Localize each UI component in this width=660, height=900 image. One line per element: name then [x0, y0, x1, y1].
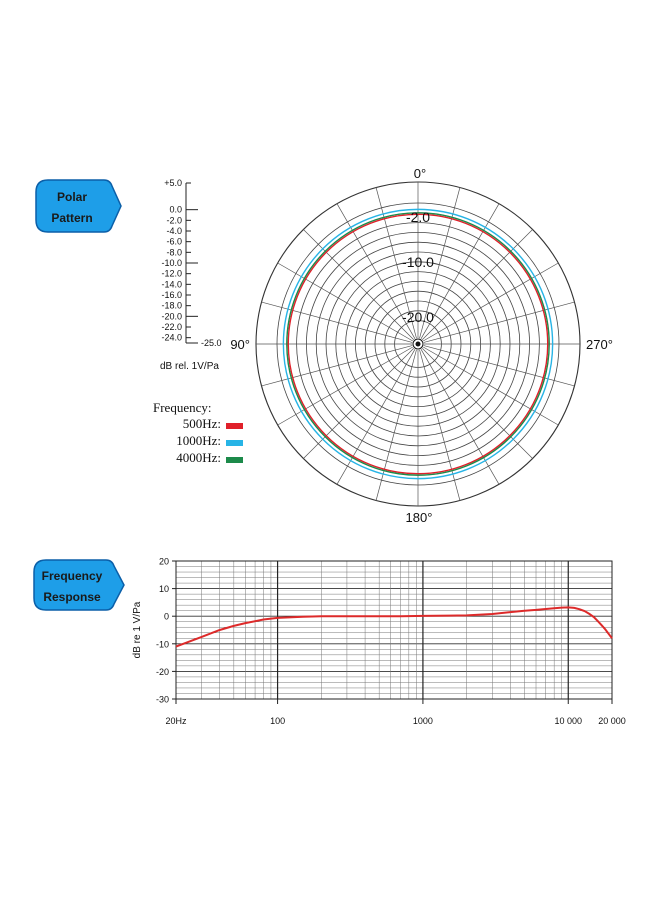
- db-scale-tick-label: -12.0: [161, 269, 182, 279]
- db-scale-tick-label: -24.0: [161, 333, 182, 343]
- polar-center-ring: [412, 338, 424, 350]
- frequency-response-badge-line-2: Response: [43, 590, 101, 604]
- db-scale-tick-label: -18.0: [161, 301, 182, 311]
- polar-spoke: [423, 345, 575, 387]
- db-scale-tick-label: -22.0: [161, 322, 182, 332]
- db-scale-unit-label: dB rel. 1V/Pa: [160, 361, 219, 372]
- ring-label-minus-10: -10.0: [402, 254, 434, 270]
- frequency-response-frame: [175, 560, 613, 700]
- db-scale-tick-label: -20.0: [161, 311, 182, 321]
- polar-series: [282, 208, 554, 480]
- frequency-response-badge: Frequency Response: [33, 559, 125, 611]
- polar-spoke: [277, 262, 413, 342]
- polar-center-dot: [415, 341, 421, 347]
- frequency-response-x-ticks: 20Hz 100 1000 10 000 20 000: [165, 699, 626, 726]
- frequency-response-y-tick-label: 20: [159, 557, 169, 567]
- db-scale-tick-label: -25.0: [201, 338, 222, 348]
- db-scale-tick-label: -14.0: [161, 279, 182, 289]
- polar-spoke: [419, 187, 461, 339]
- frequency-response-x-tick-label: 20Hz: [165, 716, 187, 726]
- polar-spoke: [423, 301, 575, 343]
- legend-item-4000: 4000Hz:: [176, 450, 243, 465]
- legend-label-1000: 1000Hz:: [176, 433, 221, 448]
- polar-pattern-badge-line-2: Pattern: [51, 211, 92, 225]
- legend-label-4000: 4000Hz:: [176, 450, 221, 465]
- frequency-response-y-tick-label: -10: [156, 639, 169, 649]
- polar-pattern-badge-shape: [35, 179, 122, 233]
- frequency-response-badge-shape: [33, 559, 125, 611]
- frequency-response-badge-line-1: Frequency: [42, 569, 103, 583]
- angle-label-270: 270°: [586, 337, 613, 352]
- legend-item-500: 500Hz:: [183, 416, 243, 431]
- polar-legend: Frequency: 500Hz: 1000Hz: 4000Hz:: [153, 400, 243, 465]
- polar-spoke: [375, 349, 417, 501]
- polar-spoke: [420, 203, 500, 339]
- legend-title: Frequency:: [153, 400, 211, 415]
- ring-label-minus-20: -20.0: [402, 309, 434, 325]
- legend-swatch-1000: [226, 440, 243, 446]
- angle-label-90: 90°: [230, 337, 250, 352]
- polar-series-1000hz: [282, 208, 554, 480]
- polar-spoke: [336, 203, 416, 339]
- frequency-response-x-tick-label: 10 000: [554, 716, 582, 726]
- frequency-response-x-tick-label: 1000: [413, 716, 433, 726]
- polar-spoke: [421, 229, 533, 341]
- polar-spoke: [423, 346, 559, 426]
- polar-series-4000hz: [286, 212, 550, 476]
- db-scale-tick-label: -8.0: [166, 247, 182, 257]
- polar-spoke: [419, 349, 461, 501]
- db-scale-ticks: +5.00.0-2.0-4.0-6.0-8.0-10.0-12.0-14.0-1…: [161, 178, 221, 348]
- db-scale: +5.00.0-2.0-4.0-6.0-8.0-10.0-12.0-14.0-1…: [160, 178, 222, 372]
- legend-item-1000: 1000Hz:: [176, 433, 243, 448]
- polar-pattern-badge: Polar Pattern: [35, 179, 122, 233]
- frequency-response-line: [175, 606, 613, 648]
- legend-swatch-500: [226, 423, 243, 429]
- frequency-response-y-axis-label: dB re 1 V/Pa: [132, 601, 143, 658]
- frequency-response-x-tick-label: 20 000: [598, 716, 626, 726]
- frequency-response-y-tick-label: 0: [164, 612, 169, 622]
- db-scale-tick-label: -10.0: [161, 258, 182, 268]
- frequency-response-y-tick-label: -30: [156, 695, 169, 705]
- db-scale-tick-label: 0.0: [169, 205, 182, 215]
- polar-pattern-badge-line-1: Polar: [57, 190, 87, 204]
- db-scale-tick-label: -16.0: [161, 290, 182, 300]
- polar-chart: 0° 90° 180° 270° -2.0 -10.0 -20.0: [230, 166, 613, 525]
- frequency-response-y-tick-label: -20: [156, 667, 169, 677]
- polar-spoke: [421, 347, 533, 459]
- frequency-response-y-ticks: 20 10 0 -10 -20 -30: [156, 557, 176, 705]
- angle-label-180: 180°: [406, 510, 433, 525]
- polar-spoke: [303, 229, 415, 341]
- frequency-response-grid: [175, 560, 613, 700]
- angle-label-0: 0°: [414, 166, 426, 181]
- frequency-response-y-tick-label: 10: [159, 584, 169, 594]
- polar-spoke: [303, 347, 415, 459]
- polar-spoke: [336, 349, 416, 485]
- polar-spoke: [261, 345, 413, 387]
- polar-spoke: [375, 187, 417, 339]
- legend-swatch-4000: [226, 457, 243, 463]
- polar-spoke: [261, 301, 413, 343]
- db-scale-tick-label: +5.0: [164, 178, 182, 188]
- polar-spoke: [277, 346, 413, 426]
- db-scale-tick-label: -2.0: [166, 215, 182, 225]
- legend-label-500: 500Hz:: [183, 416, 221, 431]
- polar-series-500hz: [287, 213, 549, 475]
- db-scale-tick-label: -4.0: [166, 226, 182, 236]
- polar-spoke: [420, 349, 500, 485]
- ring-label-minus-2: -2.0: [406, 209, 430, 225]
- polar-spoke: [423, 262, 559, 342]
- frequency-response-x-tick-label: 100: [270, 716, 285, 726]
- db-scale-tick-label: -6.0: [166, 237, 182, 247]
